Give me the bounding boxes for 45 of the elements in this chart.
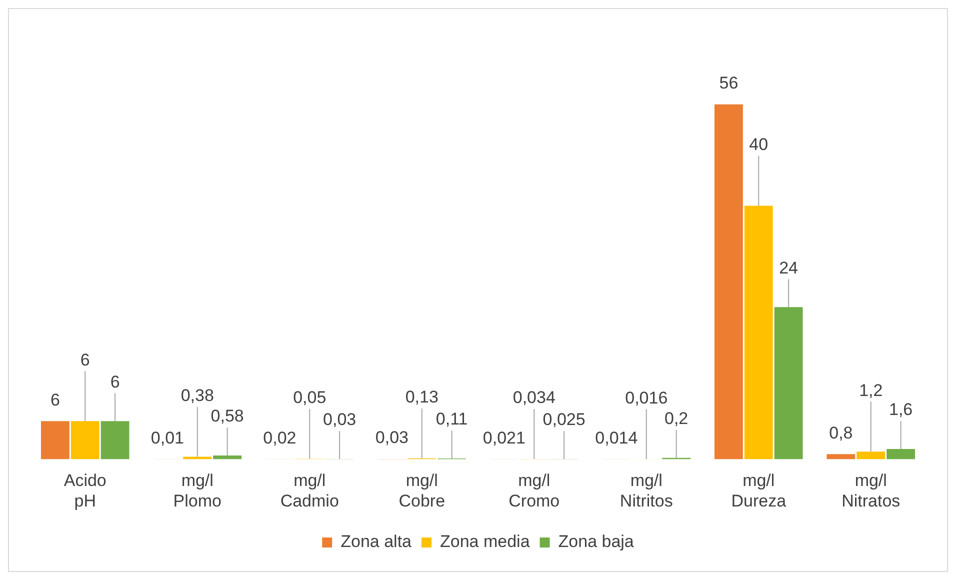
data-label: 0,2 xyxy=(664,409,688,428)
bar xyxy=(826,454,856,460)
x-tick-label: mg/l Cromo xyxy=(508,471,560,510)
data-label: 0,02 xyxy=(263,428,296,448)
data-label: 56 xyxy=(719,74,738,93)
bar xyxy=(744,206,773,460)
x-tick-label: mg/l Cadmio xyxy=(280,471,339,510)
bar xyxy=(70,421,100,460)
data-label: 24 xyxy=(779,258,798,278)
bar xyxy=(714,104,743,460)
data-label: 0,014 xyxy=(595,428,638,448)
bar xyxy=(100,421,130,460)
bar xyxy=(213,456,242,460)
x-tick-label: Acido pH xyxy=(64,471,106,510)
x-tick-label: mg/l Plomo xyxy=(173,471,222,510)
legend-label: Zona media xyxy=(440,532,530,552)
bar xyxy=(40,421,70,460)
bar xyxy=(774,307,803,460)
data-label: 0,03 xyxy=(375,428,408,448)
data-label: 6 xyxy=(80,350,90,370)
x-tick-label: mg/l Dureza xyxy=(731,471,787,510)
data-label: 0,11 xyxy=(436,410,468,429)
data-label: 0,03 xyxy=(323,410,356,430)
legend-label: Zona baja xyxy=(558,532,634,552)
bar xyxy=(856,452,886,460)
x-tick-label: mg/l Nitratos xyxy=(842,471,900,510)
data-label: 0,01 xyxy=(150,428,184,448)
x-tick-label: mg/l Cobre xyxy=(398,471,446,510)
legend-label: Zona alta xyxy=(340,532,412,552)
data-label: 6 xyxy=(50,390,60,410)
data-label: 40 xyxy=(749,134,768,154)
data-label: 0,38 xyxy=(180,386,214,405)
data-label: 0,58 xyxy=(210,406,244,426)
data-label: 0,025 xyxy=(542,410,586,430)
data-label: 0,021 xyxy=(482,428,526,448)
data-label: 1,2 xyxy=(859,380,883,400)
data-label: 0,13 xyxy=(405,388,438,407)
bar xyxy=(886,449,916,460)
data-label: 1,6 xyxy=(888,400,913,420)
data-label: 6 xyxy=(110,372,120,392)
x-tick-label: mg/l Nitritos xyxy=(620,471,673,510)
data-label: 0,034 xyxy=(512,388,556,408)
data-label: 0,05 xyxy=(293,388,326,408)
data-label: 0,016 xyxy=(625,388,668,408)
data-label: 0,8 xyxy=(829,423,853,442)
